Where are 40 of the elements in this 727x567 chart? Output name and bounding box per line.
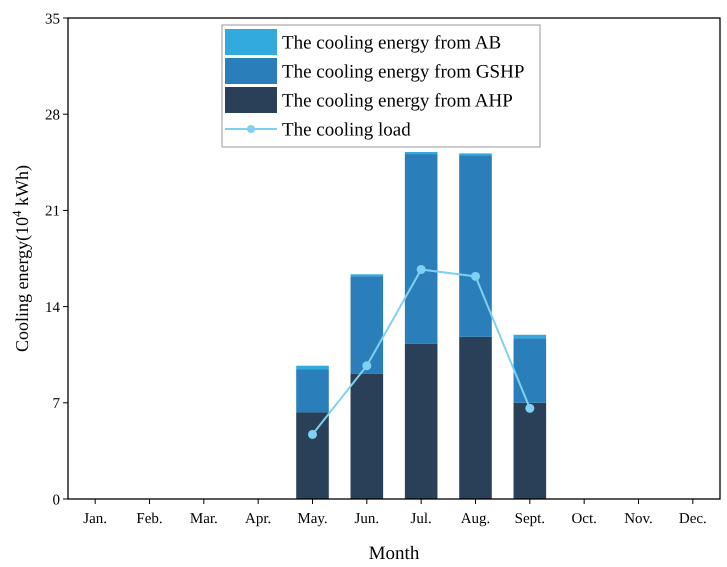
y-tick-label: 0 [52,492,60,508]
x-tick-label: Jun. [354,511,380,527]
bar [296,369,329,412]
point [362,361,372,370]
y-tick-label: 35 [45,11,60,28]
legend-label: The cooling energy from AB [282,32,502,54]
bar [296,412,329,499]
legend-label: The cooling energy from AHP [282,90,513,112]
y-tick-label: 14 [45,300,60,316]
x-tick-label: Mar. [190,511,218,527]
bar [459,155,492,337]
point [525,404,534,413]
y-tick-label: 7 [52,396,60,412]
x-tick-label: Sept. [514,511,546,527]
legend-label: The cooling load [282,120,412,141]
bar [459,336,492,499]
x-tick-label: May. [297,511,328,527]
x-tick-label: Feb. [136,511,163,527]
point [416,264,426,274]
y-tick-label: 28 [45,107,60,124]
bar [404,152,438,154]
point [471,272,480,281]
x-tick-label: Jan. [83,511,108,527]
bar [350,276,384,374]
x-tick-label: Oct. [571,511,597,527]
x-tick-label: Apr. [245,511,272,527]
point [308,430,317,439]
x-axis-title: Month [368,543,420,564]
bar [404,154,438,344]
x-tick-label: Jul. [410,511,432,527]
bar [350,374,384,499]
x-tick-label: Nov. [624,511,653,527]
bar [296,366,329,370]
bar [514,402,546,499]
x-tick-label: Dec. [678,511,707,527]
y-tick-label: 21 [45,204,60,220]
bar [514,338,546,403]
bar [404,344,438,499]
legend-label: The cooling energy from GSHP [282,62,524,83]
x-tick-label: Aug. [460,511,490,527]
